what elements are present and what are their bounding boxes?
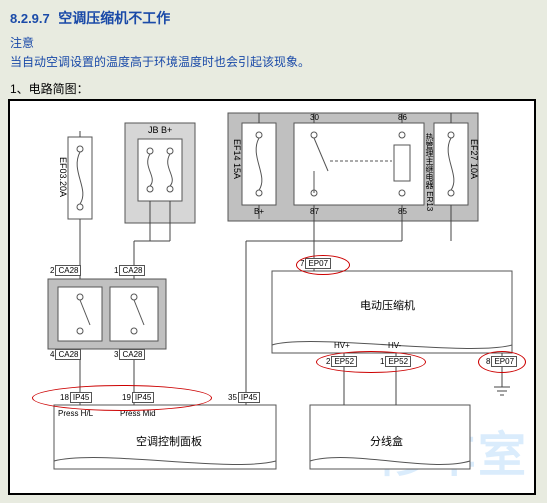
press-hl: Press H/L: [58, 409, 93, 418]
note-text: 当自动空调设置的温度高于环境温度时也会引起该现象。: [10, 53, 537, 70]
diagram-svg: [10, 101, 536, 495]
relay-85: 85: [398, 207, 407, 216]
red-mark-1: [296, 255, 350, 275]
jb-label: JB B+: [148, 125, 172, 135]
section-title: 空调压缩机不工作: [58, 10, 170, 26]
ef03-label: EF03.20A: [58, 157, 68, 197]
relay-87: 87: [310, 207, 319, 216]
note-label: 注意: [10, 34, 537, 51]
pin-ip45-35: 35IP45: [228, 393, 260, 402]
circuit-diagram: 修车室: [8, 99, 536, 495]
relay-label: 热管理主继电器 ER13: [424, 133, 435, 211]
relay-86: 86: [398, 113, 407, 122]
pin-ca28-4: 4CA28: [50, 350, 81, 359]
red-mark-2: [316, 351, 426, 373]
red-mark-4: [32, 385, 212, 411]
subhead: 1、电路简图：: [10, 80, 547, 97]
pin-ca28-2: 2CA28: [50, 266, 81, 275]
ef14-label: EF14 15A: [232, 139, 242, 179]
header-block: 8.2.9.7 空调压缩机不工作 注意 当自动空调设置的温度高于环境温度时也会引…: [0, 0, 547, 74]
pin-ca28-1: 1CA28: [114, 266, 145, 275]
motor-comp-label: 电动压缩机: [360, 297, 415, 313]
ac-panel-label: 空调控制面板: [136, 433, 202, 449]
hv-minus: HV-: [388, 341, 401, 350]
hv-plus: HV+: [334, 341, 350, 350]
section-number: 8.2.9.7: [10, 11, 50, 26]
ef27-label: EF27 10A: [469, 139, 479, 179]
junction-label: 分线盒: [370, 433, 403, 449]
pin-ca28-3: 3CA28: [114, 350, 145, 359]
relay-30: 30: [310, 113, 319, 122]
bplus: B+: [254, 207, 264, 216]
red-mark-3: [478, 351, 526, 373]
